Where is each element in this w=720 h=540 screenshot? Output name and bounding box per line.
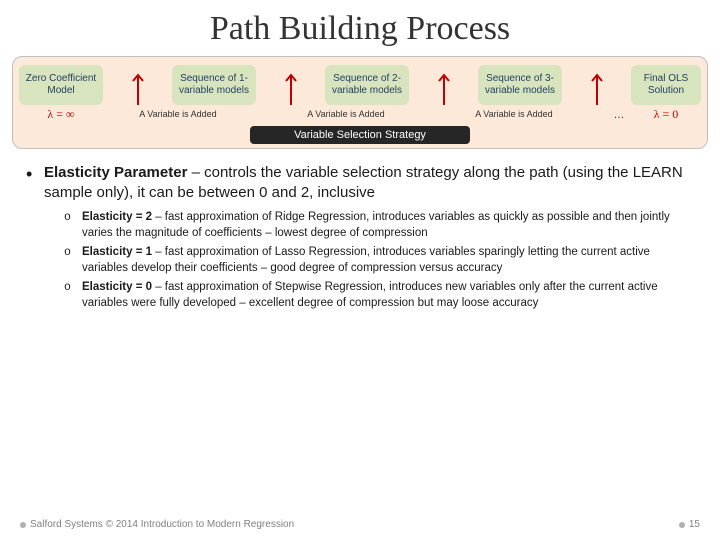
ellipsis: … [610, 109, 628, 121]
variable-added-label: A Variable is Added [442, 110, 586, 120]
sub-bullet: o Elasticity = 2 – fast approximation of… [64, 210, 694, 245]
sub-bullet-text: Elasticity = 0 – fast approximation of S… [82, 280, 694, 311]
footer-left: Salford Systems © 2014 Introduction to M… [20, 519, 294, 530]
variable-added-label: A Variable is Added [106, 110, 250, 120]
sub-marker-icon: o [64, 280, 82, 311]
variable-added-label: A Variable is Added [274, 110, 418, 120]
sub-bold: Elasticity = 2 [82, 211, 152, 223]
arrow-up-icon [129, 65, 147, 105]
elasticity-bold: Elasticity Parameter [44, 164, 187, 181]
sub-bold: Elasticity = 0 [82, 281, 152, 293]
bullet-dot-icon: • [26, 163, 44, 202]
sub-bullet-text: Elasticity = 2 – fast approximation of R… [82, 210, 694, 241]
footer-copyright: Salford Systems © 2014 Introduction to M… [30, 519, 294, 530]
sub-rest: – fast approximation of Lasso Regression… [82, 246, 650, 274]
arrow-up-icon [588, 65, 606, 105]
arrow-up-icon [282, 65, 300, 105]
sub-bullet: o Elasticity = 0 – fast approximation of… [64, 280, 694, 315]
footer-dot-icon [679, 522, 685, 528]
footer-page-number: 15 [689, 519, 700, 530]
strategy-banner: Variable Selection Strategy [250, 126, 470, 144]
sub-marker-icon: o [64, 210, 82, 241]
slide-title: Path Building Process [0, 0, 720, 56]
main-bullet: • Elasticity Parameter – controls the va… [26, 163, 694, 202]
stage-final-ols: Final OLS Solution [631, 65, 701, 105]
sub-bold: Elasticity = 1 [82, 246, 152, 258]
flow-diagram: Zero Coefficient Model Sequence of 1-var… [12, 56, 708, 149]
sub-bullet: o Elasticity = 1 – fast approximation of… [64, 245, 694, 280]
stage-1var: Sequence of 1-variable models [172, 65, 256, 105]
footer: Salford Systems © 2014 Introduction to M… [0, 519, 720, 530]
stage-3var: Sequence of 3-variable models [478, 65, 562, 105]
lambda-end: λ = 0 [631, 107, 701, 122]
footer-right: 15 [679, 519, 700, 530]
stage-zero-coef: Zero Coefficient Model [19, 65, 103, 105]
sub-bullet-text: Elasticity = 1 – fast approximation of L… [82, 245, 694, 276]
flow-labels-row: λ = ∞ A Variable is Added A Variable is … [19, 107, 701, 122]
main-bullet-text: Elasticity Parameter – controls the vari… [44, 163, 694, 202]
arrow-up-icon [435, 65, 453, 105]
sub-marker-icon: o [64, 245, 82, 276]
lambda-start: λ = ∞ [19, 107, 103, 122]
sub-rest: – fast approximation of Stepwise Regress… [82, 281, 658, 309]
content-area: • Elasticity Parameter – controls the va… [0, 149, 720, 315]
sub-bullet-list: o Elasticity = 2 – fast approximation of… [26, 202, 694, 315]
sub-rest: – fast approximation of Ridge Regression… [82, 211, 670, 239]
footer-dot-icon [20, 522, 26, 528]
stage-2var: Sequence of 2-variable models [325, 65, 409, 105]
flow-stages-row: Zero Coefficient Model Sequence of 1-var… [19, 65, 701, 105]
